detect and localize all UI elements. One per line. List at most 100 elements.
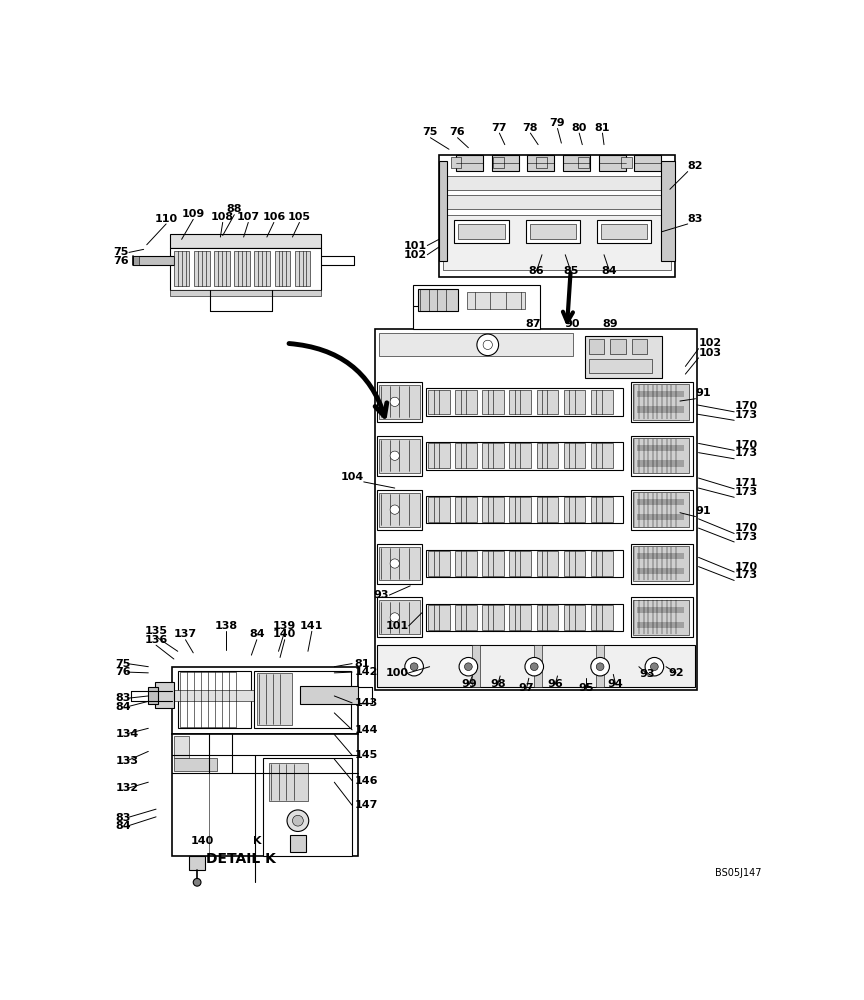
Text: 75: 75 [116,659,131,669]
Bar [482,605,504,630]
Bar [174,736,189,758]
Text: 105: 105 [288,212,311,222]
Circle shape [391,451,399,460]
Bar [591,605,613,630]
Text: 170: 170 [734,562,758,572]
Text: 140: 140 [273,629,296,639]
Bar [530,224,576,239]
Circle shape [405,657,423,676]
Circle shape [530,663,538,671]
Bar [591,551,613,576]
Text: 106: 106 [263,212,285,222]
Circle shape [596,663,604,671]
Circle shape [651,663,658,671]
Text: 84: 84 [116,702,131,712]
Circle shape [459,657,478,676]
Bar [170,290,321,296]
Text: 101: 101 [385,621,409,631]
Bar [597,220,651,243]
Text: BS05J147: BS05J147 [715,868,761,878]
Text: 145: 145 [354,750,378,760]
Text: 134: 134 [116,729,139,739]
Bar [377,382,422,422]
Bar [632,339,647,354]
Text: 170: 170 [734,523,758,533]
Bar [255,251,270,286]
Circle shape [483,340,492,349]
Circle shape [391,397,399,406]
Bar [428,443,450,468]
Bar [536,157,547,168]
Bar [633,492,689,527]
Text: 133: 133 [116,756,139,766]
Bar [174,251,189,286]
Text: 85: 85 [563,266,578,276]
Bar [428,389,450,414]
Bar [172,667,358,734]
Text: 95: 95 [578,683,594,693]
Bar [455,389,477,414]
Text: 143: 143 [354,698,378,708]
Text: 139: 139 [273,621,296,631]
Text: 107: 107 [237,212,260,222]
Bar [473,645,480,687]
Bar [426,496,623,523]
Bar [439,161,447,261]
Bar [482,497,504,522]
Bar [428,551,450,576]
Bar [450,157,461,168]
Text: 80: 80 [571,123,587,133]
Bar [510,443,531,468]
Text: 147: 147 [354,800,378,810]
Circle shape [477,334,499,356]
Circle shape [410,663,418,671]
Text: 91: 91 [696,506,711,516]
Bar [428,605,450,630]
Text: 90: 90 [564,319,580,329]
Text: 138: 138 [214,621,238,631]
Bar [133,256,139,265]
Bar [578,157,589,168]
Bar [426,550,623,577]
Bar [377,597,422,637]
Bar [189,856,205,870]
Bar [537,389,558,414]
Circle shape [287,810,308,831]
Bar [563,497,586,522]
Bar [456,155,483,171]
Text: 173: 173 [734,487,758,497]
Bar [426,442,623,470]
Text: 93: 93 [374,590,390,600]
Bar [482,551,504,576]
Bar [631,382,693,422]
Bar [633,546,689,581]
Bar [591,389,613,414]
Bar [275,251,290,286]
Text: 76: 76 [113,256,129,266]
Bar [661,161,676,261]
Bar [194,251,210,286]
Text: 82: 82 [688,161,703,171]
Bar [442,195,671,209]
Text: 88: 88 [226,204,242,214]
Bar [467,292,525,309]
Bar [413,285,541,329]
Bar [234,251,250,286]
Bar [634,155,661,171]
Bar [426,388,623,416]
Text: 91: 91 [696,388,711,398]
Bar [527,155,555,171]
Bar [442,176,671,190]
Bar [455,551,477,576]
Bar [149,687,157,704]
Bar [263,758,353,856]
Bar [638,406,683,413]
Text: 132: 132 [116,783,139,793]
Bar [585,336,662,378]
Bar [633,438,689,473]
Bar [454,220,509,243]
Bar [172,734,358,856]
Text: 86: 86 [529,266,544,276]
Text: 104: 104 [340,472,364,482]
Bar [638,568,683,574]
